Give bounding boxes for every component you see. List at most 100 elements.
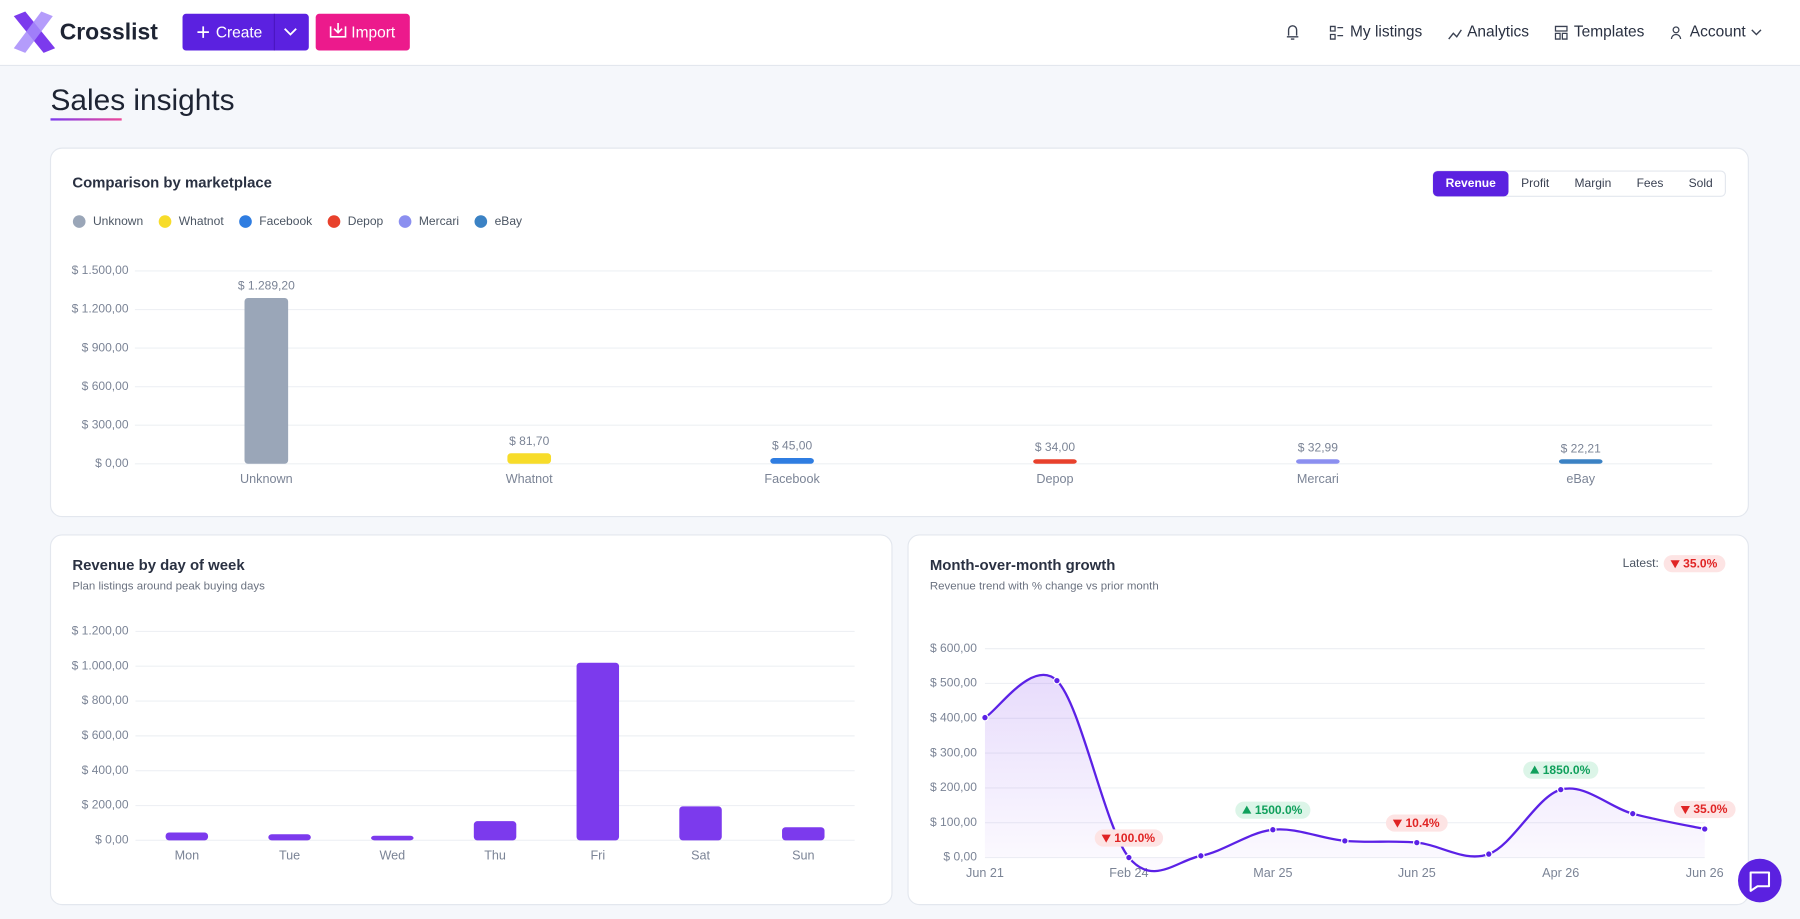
- tab[interactable]: Profit: [1521, 176, 1550, 190]
- y-tick-label: $ 1.200,00: [72, 624, 129, 638]
- change-label: 35.0%: [1693, 802, 1727, 816]
- bar: [507, 453, 552, 464]
- badge-bg: [1663, 555, 1726, 573]
- import-bg: [315, 13, 410, 51]
- tab[interactable]: Sold: [1689, 176, 1713, 190]
- y-tick-label: $ 800,00: [82, 693, 129, 707]
- y-tick-label: $ 300,00: [930, 745, 977, 759]
- chat-button[interactable]: [1738, 858, 1782, 903]
- line: [984, 673, 1705, 873]
- chart-title: Month-over-month growth: [930, 557, 1115, 574]
- y-tick-label: $ 100,00: [930, 815, 977, 829]
- change-label: 100.0%: [1114, 831, 1155, 845]
- change-label: 35.0%: [1683, 556, 1717, 570]
- x-tick-label: Fri: [590, 849, 605, 863]
- x-tick-label: Mon: [175, 849, 200, 863]
- logo-stroke: [13, 11, 53, 53]
- logo[interactable]: Crosslist: [13, 11, 158, 53]
- create-label: Create: [216, 24, 262, 41]
- value-label: $ 1.289,20: [238, 279, 295, 293]
- x-tick-label: Mar 25: [1253, 866, 1292, 880]
- change-badge: 1500.0%: [1235, 801, 1311, 819]
- x-tick-label: Depop: [1036, 472, 1073, 486]
- x-tick-label: Unknown: [240, 472, 293, 486]
- change-badge: 1850.0%: [1523, 761, 1599, 779]
- badge-bg: [1094, 829, 1164, 847]
- nav-link[interactable]: My listings: [1329, 23, 1423, 40]
- value-label: $ 32,99: [1298, 440, 1338, 454]
- change-label: 1850.0%: [1543, 763, 1591, 777]
- x-tick-label: Sat: [691, 849, 710, 863]
- point: [1053, 676, 1061, 685]
- y-tick-label: $ 1.200,00: [72, 302, 129, 316]
- change-arrow: [1680, 806, 1690, 815]
- change-badge: 35.0%: [1663, 555, 1726, 573]
- x-tick-label: Facebook: [764, 472, 820, 486]
- legend-label[interactable]: Depop: [348, 214, 384, 228]
- y-tick-label: $ 0,00: [95, 833, 129, 847]
- point: [1556, 785, 1565, 794]
- value-label: $ 45,00: [772, 439, 812, 453]
- legend-label[interactable]: Unknown: [93, 214, 143, 228]
- nav-link[interactable]: Analytics: [1448, 23, 1530, 40]
- bar: [244, 298, 289, 464]
- tab-bg: [1433, 171, 1509, 197]
- nav-link[interactable]: Account: [1670, 23, 1762, 40]
- icon: [1670, 33, 1682, 40]
- y-tick-label: $ 400,00: [82, 763, 129, 777]
- chat-bg: [1738, 858, 1782, 903]
- change-arrow: [1670, 560, 1680, 569]
- point: [1269, 825, 1277, 834]
- y-tick-label: $ 0,00: [95, 456, 129, 470]
- tab[interactable]: Fees: [1637, 176, 1664, 190]
- card: [49, 147, 1749, 518]
- y-tick-label: $ 400,00: [930, 710, 977, 724]
- legend-label[interactable]: Facebook: [259, 214, 313, 228]
- point: [1197, 852, 1205, 860]
- point: [1700, 825, 1709, 833]
- bar: [165, 832, 209, 841]
- import-button[interactable]: Import: [315, 13, 410, 51]
- nav-label: Templates: [1574, 23, 1645, 40]
- bar: [576, 662, 620, 841]
- tab[interactable]: Revenue: [1446, 176, 1497, 190]
- bar: [1296, 459, 1340, 464]
- legend-label[interactable]: Mercari: [419, 214, 459, 228]
- change-badge: 10.4%: [1385, 814, 1448, 832]
- badge-bg: [1385, 814, 1448, 832]
- tab[interactable]: Margin: [1574, 176, 1611, 190]
- x-tick-label: Jun 21: [966, 866, 1004, 880]
- chart-title: Comparison by marketplace: [72, 175, 272, 192]
- value-label: $ 81,70: [509, 434, 549, 448]
- badge-bg: [1523, 761, 1599, 779]
- bell-icon[interactable]: [1286, 25, 1299, 40]
- legend-swatch: [474, 215, 488, 228]
- latest-label: Latest:: [1623, 556, 1659, 570]
- chart-title: Revenue by day of week: [72, 557, 245, 574]
- legend-swatch: [158, 215, 172, 228]
- change-badge: 100.0%: [1094, 829, 1164, 847]
- icon: [1329, 25, 1344, 40]
- create-button[interactable]: Create: [182, 13, 309, 51]
- bar: [268, 834, 311, 841]
- import-icon: [329, 22, 347, 38]
- x-tick-label: Thu: [484, 849, 506, 863]
- y-tick-label: $ 1.000,00: [72, 658, 129, 672]
- point: [1125, 853, 1133, 862]
- x-tick-label: Mercari: [1297, 472, 1339, 486]
- badge-bg: [1235, 801, 1311, 819]
- legend-swatch: [72, 215, 86, 228]
- change-arrow: [1242, 805, 1252, 814]
- import-label: Import: [351, 24, 396, 41]
- bar: [473, 821, 517, 841]
- nav-label: My listings: [1350, 23, 1423, 40]
- x-tick-label: Jun 26: [1686, 866, 1724, 880]
- nav-link[interactable]: Templates: [1554, 23, 1645, 40]
- legend-label[interactable]: eBay: [495, 214, 522, 228]
- y-tick-label: $ 600,00: [82, 379, 129, 393]
- legend-label[interactable]: Whatnot: [179, 214, 225, 228]
- legend-swatch: [327, 215, 341, 228]
- x-tick-label: Tue: [279, 849, 300, 863]
